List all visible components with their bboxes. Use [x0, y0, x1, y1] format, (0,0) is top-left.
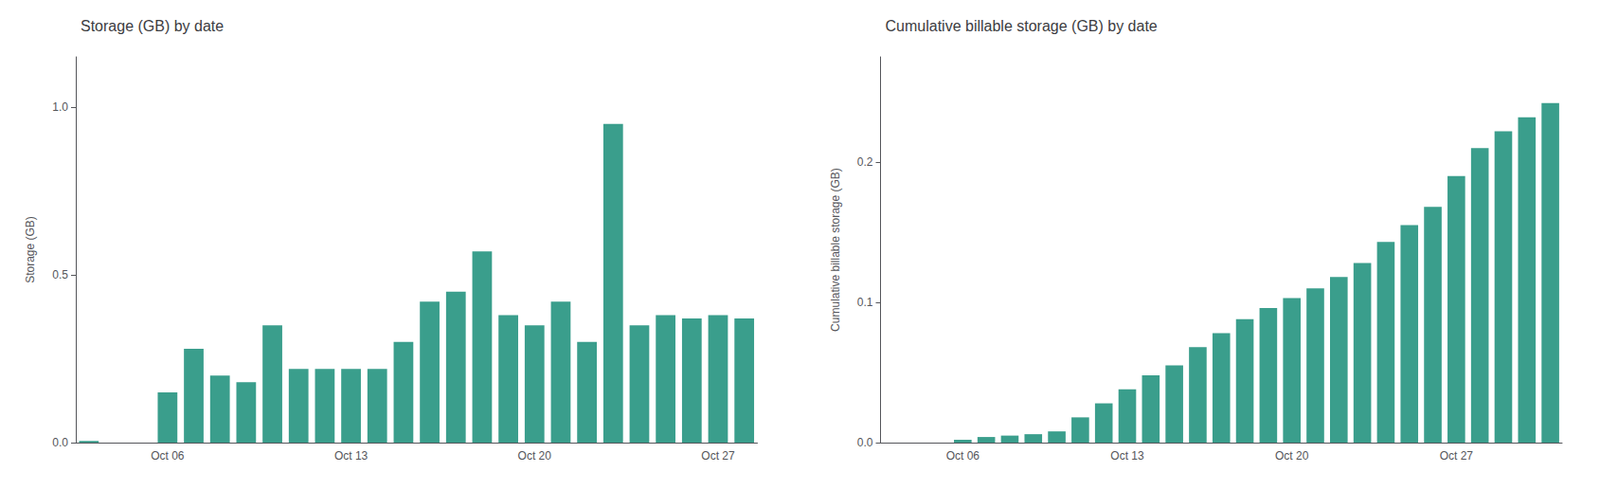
svg-text:0.5: 0.5 [52, 268, 69, 282]
svg-text:Oct 27: Oct 27 [701, 449, 736, 463]
svg-text:Oct 06: Oct 06 [150, 449, 185, 463]
svg-text:Oct 13: Oct 13 [1110, 449, 1145, 463]
svg-text:0.1: 0.1 [857, 295, 874, 309]
svg-text:1.0: 1.0 [52, 100, 69, 114]
svg-text:Oct 20: Oct 20 [518, 449, 553, 463]
svg-text:0.0: 0.0 [857, 435, 874, 450]
svg-text:Storage (GB) by date: Storage (GB) by date [80, 17, 224, 35]
svg-text:Oct 13: Oct 13 [334, 449, 369, 463]
svg-text:Oct 27: Oct 27 [1439, 449, 1475, 463]
svg-text:Oct 20: Oct 20 [1275, 449, 1310, 463]
svg-text:0.0: 0.0 [52, 435, 69, 450]
svg-text:Cumulative billable storage (G: Cumulative billable storage (GB) by date [885, 17, 1158, 35]
svg-text:Storage (GB): Storage (GB) [23, 215, 37, 284]
svg-text:Cumulative billable storage (G: Cumulative billable storage (GB) [828, 167, 843, 332]
svg-text:0.2: 0.2 [857, 155, 874, 169]
svg-text:Oct 06: Oct 06 [946, 449, 981, 463]
